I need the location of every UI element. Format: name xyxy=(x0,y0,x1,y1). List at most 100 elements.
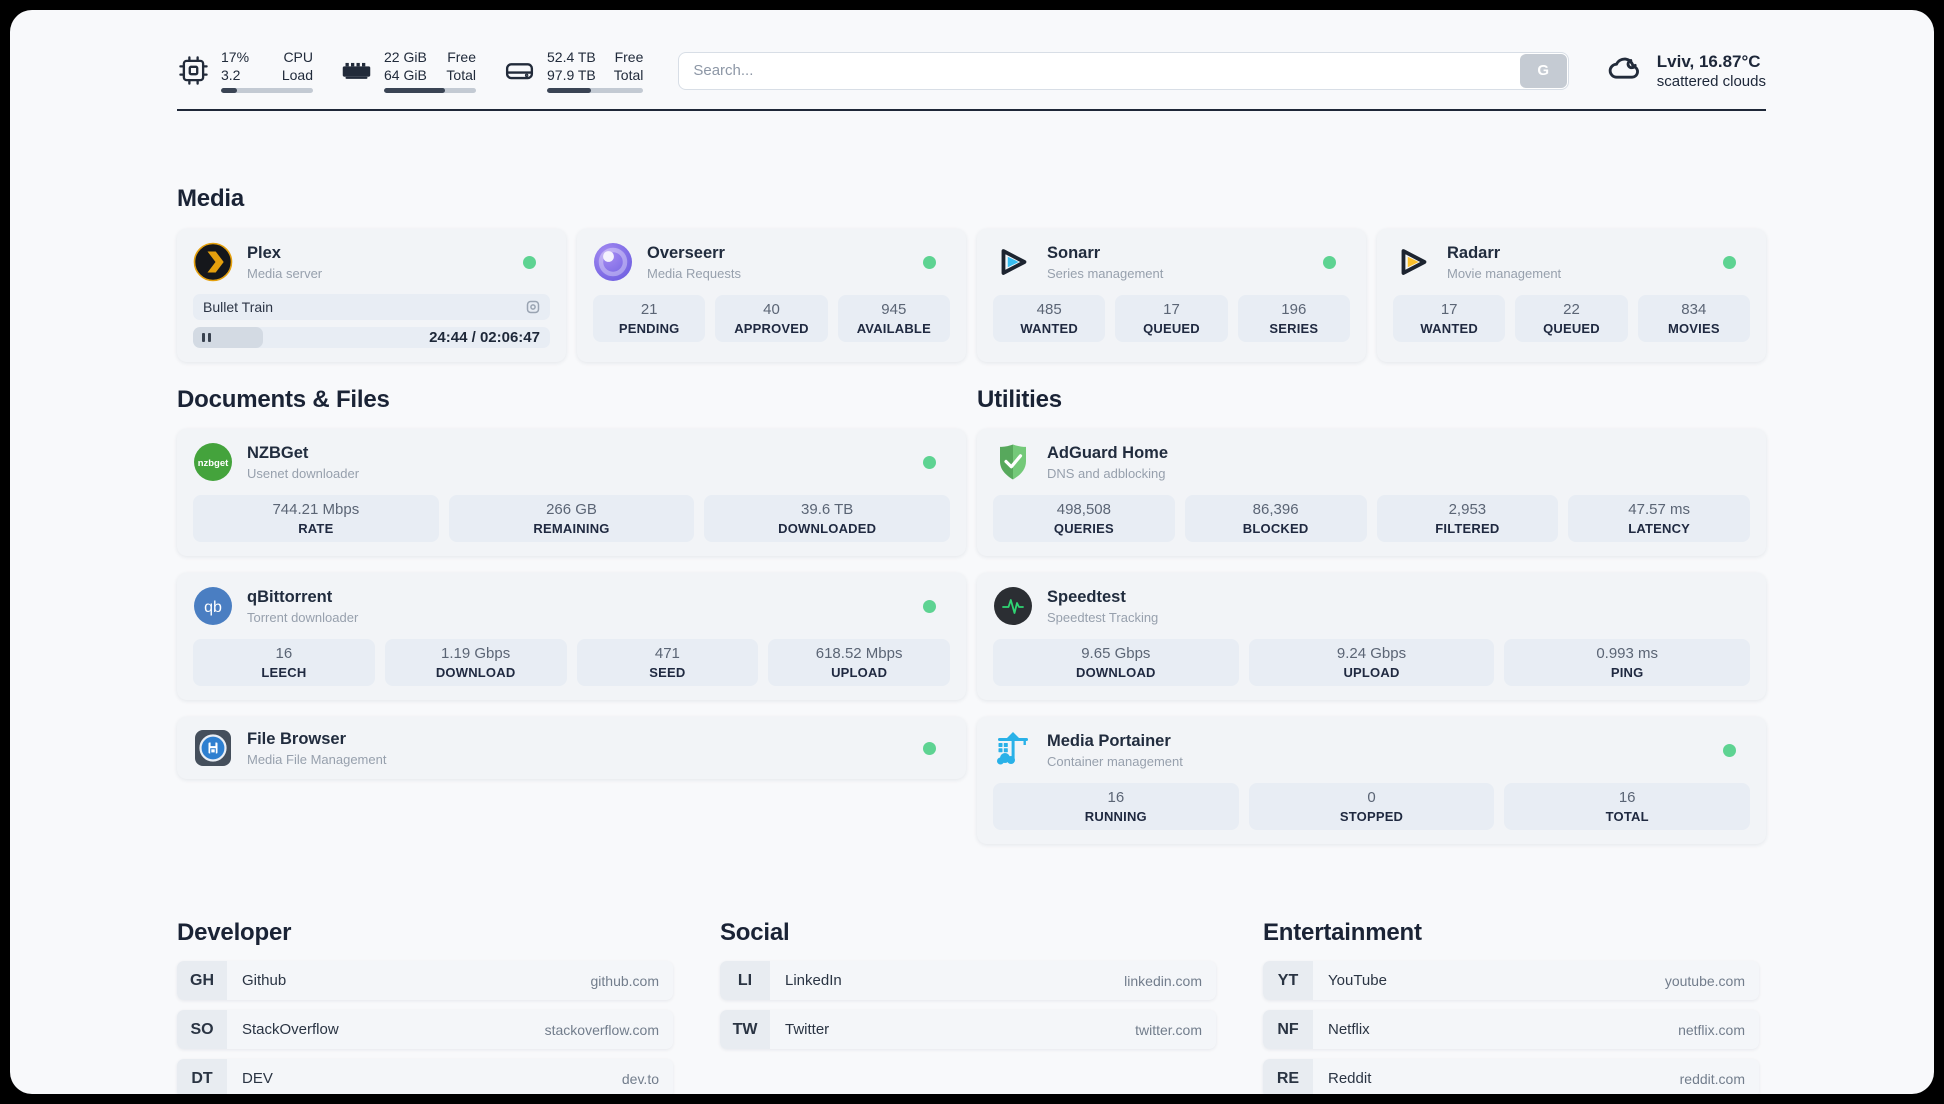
status-online-dot xyxy=(923,455,936,469)
status-online-dot xyxy=(523,255,536,269)
bookmark-linkedin[interactable]: LI LinkedIn linkedin.com xyxy=(720,961,1216,1000)
app-name: Speedtest xyxy=(1047,587,1126,606)
playback-time: 24:44 / 02:06:47 xyxy=(429,329,540,346)
bookmark-dev[interactable]: DT DEV dev.to xyxy=(177,1059,673,1094)
playback-progress-bar[interactable]: 24:44 / 02:06:47 xyxy=(193,327,550,348)
bookmark-twitter[interactable]: TW Twitter twitter.com xyxy=(720,1010,1216,1049)
bookmark-name: LinkedIn xyxy=(785,972,842,989)
card-speedtest[interactable]: Speedtest Speedtest Tracking 9.65 Gbps DO… xyxy=(977,573,1766,700)
memory-labels: Free Total xyxy=(446,49,476,83)
media-card-grid: Plex Media server Bullet Train xyxy=(177,229,1766,362)
stat-queued: 17 QUEUED xyxy=(1115,295,1228,342)
cpu-icon xyxy=(177,54,210,87)
card-adguard[interactable]: AdGuard Home DNS and adblocking 498,508 Q… xyxy=(977,429,1766,556)
app-name: Radarr xyxy=(1447,243,1501,262)
stat-pending: 21 PENDING xyxy=(593,295,706,342)
pause-icon xyxy=(202,333,211,342)
nzbget-icon: nzbget xyxy=(193,442,233,482)
disk-icon xyxy=(503,54,536,87)
card-portainer[interactable]: Media Portainer Container management 16 R… xyxy=(977,717,1766,844)
card-plex[interactable]: Plex Media server Bullet Train xyxy=(177,229,566,362)
documents-column: Documents & Files nzbget NZBGet Usenet d xyxy=(177,386,966,861)
card-nzbget[interactable]: nzbget NZBGet Usenet downloader 744.21 M… xyxy=(177,429,966,556)
app-name: Plex xyxy=(247,243,281,262)
utilities-column: Utilities xyxy=(977,386,1766,861)
stat-remaining: 266 GB REMAINING xyxy=(448,495,695,542)
bookmark-badge: DT xyxy=(177,1059,227,1094)
disk-progress-bar xyxy=(547,88,644,93)
bookmark-url: twitter.com xyxy=(1135,1021,1202,1038)
bookmark-badge: RE xyxy=(1263,1059,1313,1094)
memory-progress-bar xyxy=(384,88,476,93)
stat-blocked: 86,396 BLOCKED xyxy=(1184,495,1367,542)
stat-queries: 498,508 QUERIES xyxy=(993,495,1175,542)
stat-total: 16 TOTAL xyxy=(1504,783,1751,830)
entertainment-column: Entertainment YT YouTube youtube.com NF … xyxy=(1263,919,1759,1094)
speedtest-icon xyxy=(993,586,1033,626)
bookmark-reddit[interactable]: RE Reddit reddit.com xyxy=(1263,1059,1759,1094)
app-desc: Media server xyxy=(247,265,323,281)
now-playing-title: Bullet Train xyxy=(203,299,274,315)
search-input[interactable] xyxy=(678,51,1569,90)
bookmark-badge: YT xyxy=(1263,961,1313,1000)
app-desc: Speedtest Tracking xyxy=(1047,609,1159,625)
bookmark-name: StackOverflow xyxy=(242,1021,339,1038)
card-overseerr[interactable]: Overseerr Media Requests 21 PENDING 40 APP… xyxy=(577,229,966,362)
app-name: Sonarr xyxy=(1047,243,1101,262)
app-desc: Media Requests xyxy=(647,265,741,281)
header-divider xyxy=(177,109,1766,111)
app-desc: Media File Management xyxy=(247,751,387,767)
stat-downloaded: 39.6 TB DOWNLOADED xyxy=(704,495,951,542)
app-name: qBittorrent xyxy=(247,587,333,606)
status-online-dot xyxy=(1323,255,1336,269)
app-name: NZBGet xyxy=(247,443,309,462)
adguard-icon xyxy=(993,442,1033,482)
bookmark-name: Reddit xyxy=(1328,1070,1372,1087)
bookmark-name: Netflix xyxy=(1328,1021,1370,1038)
bookmark-github[interactable]: GH Github github.com xyxy=(177,961,673,1000)
weather-condition: scattered clouds xyxy=(1656,72,1766,90)
stat-download: 1.19 Gbps DOWNLOAD xyxy=(384,639,567,686)
stat-leech: 16 LEECH xyxy=(193,639,375,686)
memory-widget: 22 GiB 64 GiB Free Total xyxy=(340,48,476,93)
stat-wanted: 17 WANTED xyxy=(1393,295,1506,342)
dashboard-window: 17% 3.2 CPU Load xyxy=(10,10,1934,1094)
card-qbittorrent[interactable]: qb qBittorrent Torrent downloader 16 LEEC… xyxy=(177,573,966,700)
svg-text:nzbget: nzbget xyxy=(198,458,229,469)
bookmark-youtube[interactable]: YT YouTube youtube.com xyxy=(1263,961,1759,1000)
stat-upload: 618.52 Mbps UPLOAD xyxy=(768,639,950,686)
memory-values: 22 GiB 64 GiB xyxy=(384,49,427,83)
cloud-icon xyxy=(1605,48,1645,93)
stat-running: 16 RUNNING xyxy=(993,783,1239,830)
weather-widget: Lviv, 16.87°C scattered clouds xyxy=(1605,48,1766,93)
section-title-utilities: Utilities xyxy=(977,386,1062,413)
bookmark-stackoverflow[interactable]: SO StackOverflow stackoverflow.com xyxy=(177,1010,673,1049)
bookmark-badge: NF xyxy=(1263,1010,1313,1049)
app-desc: Usenet downloader xyxy=(247,465,360,481)
section-title-documents: Documents & Files xyxy=(177,386,390,413)
bookmark-url: netflix.com xyxy=(1678,1021,1745,1038)
app-desc: Container management xyxy=(1047,753,1183,769)
search-engine-button[interactable]: G xyxy=(1519,53,1567,88)
disk-values: 52.4 TB 97.9 TB xyxy=(547,49,596,83)
disk-widget: 52.4 TB 97.9 TB Free Total xyxy=(503,48,644,93)
card-sonarr[interactable]: Sonarr Series management 485 WANTED 17 QUE… xyxy=(977,229,1366,362)
card-radarr[interactable]: Radarr Movie management 17 WANTED 22 QUEUE… xyxy=(1377,229,1766,362)
stat-latency: 47.57 ms LATENCY xyxy=(1568,495,1750,542)
bookmark-netflix[interactable]: NF Netflix netflix.com xyxy=(1263,1010,1759,1049)
open-media-modal-icon[interactable] xyxy=(525,299,541,315)
stat-rate: 744.21 Mbps RATE xyxy=(193,495,439,542)
bookmark-name: DEV xyxy=(242,1070,273,1087)
overseerr-icon xyxy=(593,242,633,282)
stat-series: 196 SERIES xyxy=(1237,295,1350,342)
stat-download: 9.65 Gbps DOWNLOAD xyxy=(993,639,1239,686)
stat-filtered: 2,953 FILTERED xyxy=(1376,495,1559,542)
playback-progress-fill xyxy=(193,327,263,348)
card-filebrowser[interactable]: File Browser Media File Management xyxy=(177,717,966,779)
svg-text:qb: qb xyxy=(204,599,222,616)
status-online-dot xyxy=(1723,743,1736,757)
app-name: Overseerr xyxy=(647,243,725,262)
bookmark-badge: LI xyxy=(720,961,770,1000)
now-playing-bar: Bullet Train xyxy=(193,294,550,320)
app-desc: Torrent downloader xyxy=(247,609,359,625)
